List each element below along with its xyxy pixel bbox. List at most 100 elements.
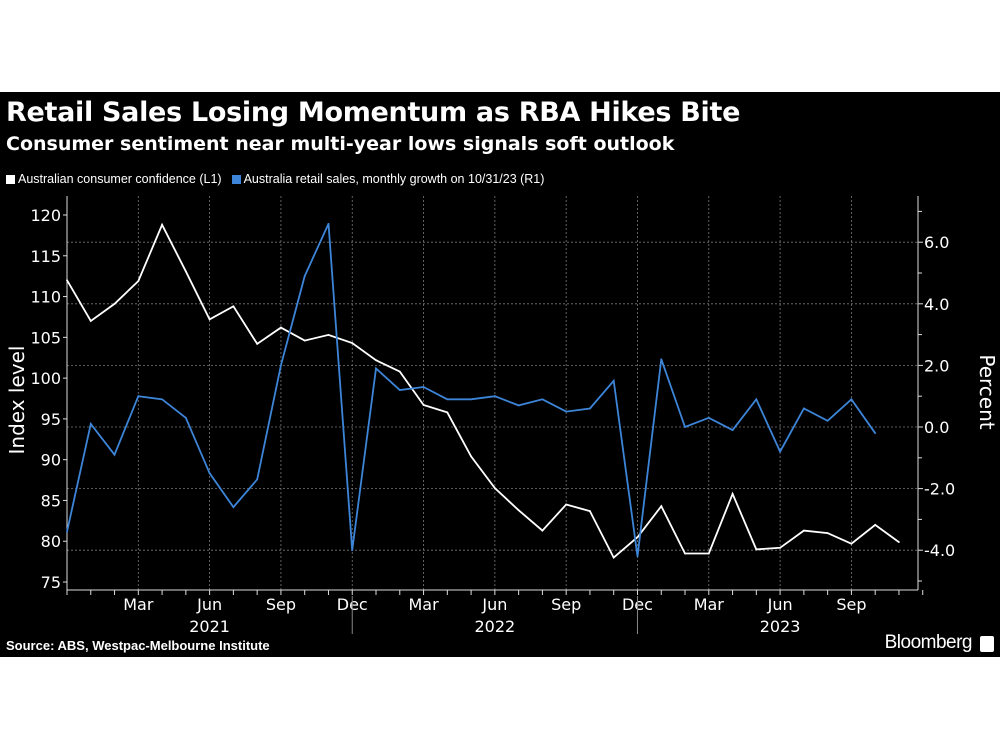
data-point-confidence <box>256 342 259 345</box>
data-point-retail <box>660 358 663 361</box>
data-point-retail <box>375 367 377 370</box>
data-point-confidence <box>493 487 496 490</box>
left-tick-label: 90 <box>41 451 61 470</box>
data-point-retail <box>589 407 591 410</box>
bloomberg-chart-icon <box>980 636 994 652</box>
right-tick-label: -4.0 <box>924 541 955 560</box>
x-month-label: Mar <box>408 595 439 614</box>
data-point-retail <box>351 549 354 552</box>
data-point-retail <box>89 423 92 425</box>
data-point-confidence <box>66 279 68 282</box>
data-point-confidence <box>422 404 425 406</box>
data-point-confidence <box>612 556 615 559</box>
left-tick-label: 95 <box>41 410 61 429</box>
right-tick-label: 0.0 <box>924 418 949 437</box>
right-tick-label: 6.0 <box>924 233 949 252</box>
data-point-retail <box>184 416 187 419</box>
data-point-retail <box>850 398 853 401</box>
left-tick-label: 85 <box>41 491 61 510</box>
data-point-retail <box>493 395 496 398</box>
data-point-confidence <box>137 280 140 282</box>
data-point-confidence <box>755 548 758 551</box>
source-note: Source: ABS, Westpac-Melbourne Institute <box>6 638 270 653</box>
data-point-confidence <box>89 320 92 322</box>
legend-swatch-retail <box>231 174 241 184</box>
data-point-confidence <box>541 529 544 532</box>
x-year-label: 2022 <box>475 617 516 636</box>
data-point-confidence <box>517 509 520 512</box>
x-month-label: Jun <box>196 595 222 614</box>
legend-label-retail: Australia retail sales, monthly growth o… <box>243 172 545 186</box>
data-point-retail <box>137 395 140 398</box>
data-point-retail <box>66 530 68 533</box>
data-point-retail <box>303 275 306 277</box>
x-month-label: Sep <box>266 595 296 614</box>
data-point-retail <box>422 386 425 388</box>
left-tick-label: 105 <box>30 328 61 347</box>
data-point-confidence <box>898 541 900 543</box>
data-point-confidence <box>565 503 568 506</box>
chart-background <box>0 92 1000 657</box>
data-point-confidence <box>327 333 330 336</box>
legend-item-confidence: Australian consumer confidence (L1) <box>6 172 222 186</box>
data-point-confidence <box>636 536 639 539</box>
data-point-retail <box>446 398 449 401</box>
data-point-confidence <box>589 510 591 512</box>
left-tick-label: 115 <box>30 247 61 266</box>
left-tick-label: 100 <box>30 369 61 388</box>
data-point-retail <box>565 410 568 413</box>
left-tick-label: 110 <box>30 288 61 307</box>
legend: Australian consumer confidence (L1) Aust… <box>6 172 544 186</box>
data-point-retail <box>161 398 163 401</box>
data-point-confidence <box>113 303 116 305</box>
x-month-label: Jun <box>767 595 793 614</box>
data-point-retail <box>398 389 401 391</box>
data-point-confidence <box>660 505 663 508</box>
data-point-confidence <box>351 342 354 344</box>
data-point-retail <box>541 398 544 401</box>
data-point-retail <box>232 506 235 508</box>
legend-label-confidence: Australian consumer confidence (L1) <box>18 172 222 186</box>
data-point-retail <box>517 404 520 407</box>
data-point-confidence <box>375 359 377 362</box>
data-point-retail <box>327 222 330 225</box>
chart-title: Retail Sales Losing Momentum as RBA Hike… <box>6 97 741 128</box>
data-point-confidence <box>184 270 187 273</box>
data-point-retail <box>802 407 805 410</box>
right-tick-label: -2.0 <box>924 480 955 499</box>
left-tick-label: 80 <box>41 532 61 551</box>
x-year-label: 2021 <box>189 617 230 636</box>
x-month-label: Jun <box>481 595 507 614</box>
x-month-label: Mar <box>694 595 725 614</box>
data-point-confidence <box>874 524 877 526</box>
data-point-confidence <box>850 542 853 545</box>
legend-item-retail: Australia retail sales, monthly growth o… <box>231 172 545 186</box>
data-point-confidence <box>779 546 781 549</box>
data-point-confidence <box>232 305 235 308</box>
data-point-confidence <box>470 455 472 458</box>
data-point-retail <box>826 419 829 422</box>
left-tick-label: 120 <box>30 206 61 225</box>
data-point-retail <box>208 472 211 475</box>
data-point-retail <box>280 364 282 367</box>
data-point-retail <box>612 379 615 382</box>
right-tick-label: 4.0 <box>924 295 949 314</box>
data-point-confidence <box>398 370 401 373</box>
data-point-retail <box>256 478 259 481</box>
data-point-confidence <box>802 529 805 532</box>
legend-swatch-confidence <box>6 174 15 184</box>
chart-subtitle: Consumer sentiment near multi-year lows … <box>6 133 675 155</box>
series-line-retail <box>66 223 876 557</box>
data-point-retail <box>707 416 710 419</box>
data-point-retail <box>684 426 686 428</box>
data-point-confidence <box>303 339 306 342</box>
data-point-confidence <box>826 532 829 534</box>
data-point-confidence <box>684 552 686 555</box>
data-point-retail <box>113 453 116 456</box>
data-point-confidence <box>731 493 734 495</box>
data-point-retail <box>636 555 639 558</box>
data-point-confidence <box>280 326 282 329</box>
data-point-confidence <box>161 223 163 226</box>
x-year-label: 2023 <box>760 617 801 636</box>
